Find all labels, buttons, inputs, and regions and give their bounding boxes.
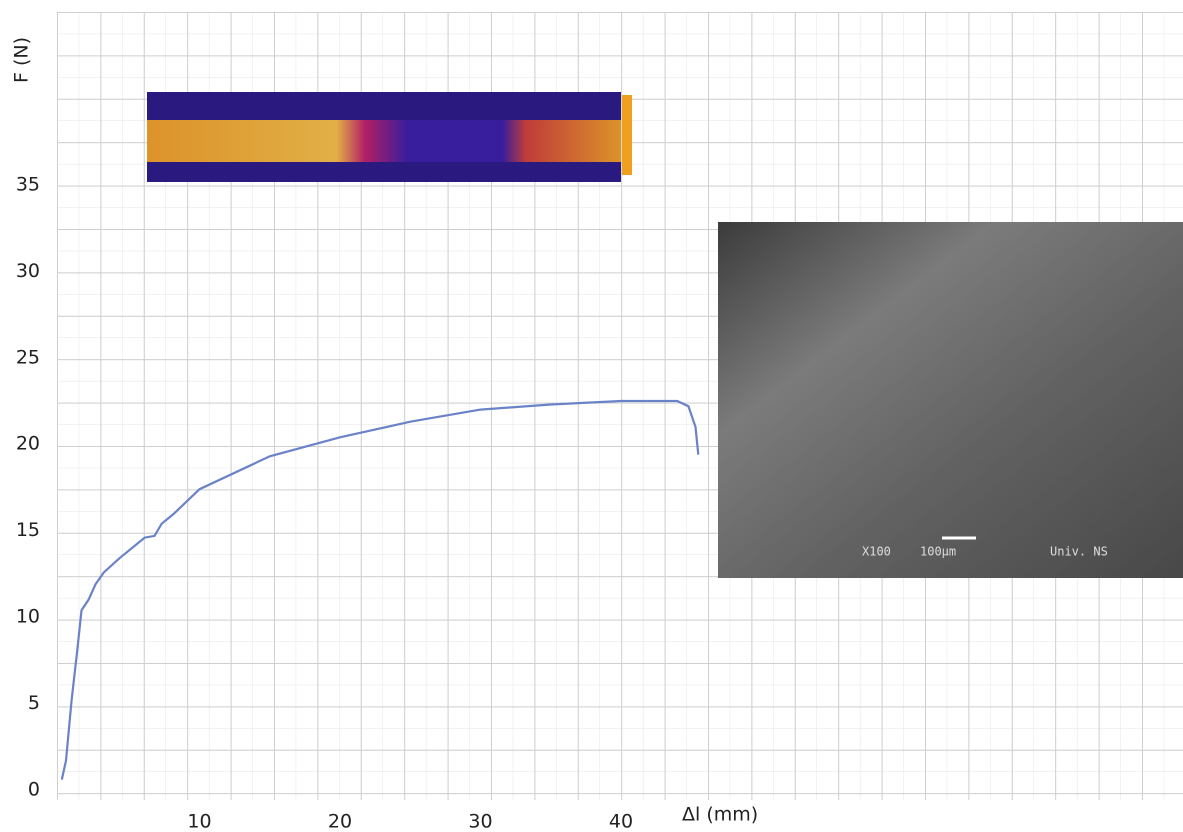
y-axis-label: F (N) (11, 37, 33, 83)
sem-label: 100μm (920, 545, 956, 559)
sem-label: X100 (862, 545, 891, 559)
x-tick-label: 10 (187, 811, 211, 832)
y-tick-label: 30 (16, 260, 40, 282)
data-line (60, 399, 700, 780)
y-tick-label: 20 (16, 433, 40, 455)
sem-image: X100 100μm Univ. NS (718, 222, 1183, 578)
y-tick-label: 0 (28, 779, 40, 801)
y-tick-label: 5 (28, 692, 40, 714)
y-tick-label: 15 (16, 519, 40, 541)
x-tick-label: 30 (468, 811, 492, 832)
y-tick-label: 25 (16, 346, 40, 368)
x-axis-label: Δl (mm) (682, 804, 758, 826)
sem-label: Univ. NS (1050, 545, 1108, 559)
thermal-image (147, 92, 632, 182)
y-tick-label: 10 (16, 606, 40, 628)
y-tick-label: 35 (16, 173, 40, 195)
x-tick-label: 40 (609, 811, 633, 832)
x-tick-label: 20 (328, 811, 352, 832)
